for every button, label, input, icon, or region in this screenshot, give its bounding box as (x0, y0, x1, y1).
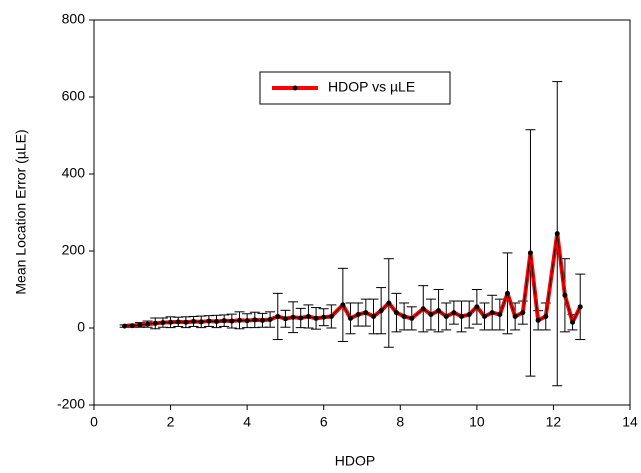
y-tick-label: 400 (62, 165, 86, 181)
data-point (378, 308, 384, 314)
data-point (160, 320, 166, 326)
data-point (328, 313, 334, 319)
data-point (409, 315, 415, 321)
data-point (298, 315, 304, 321)
x-tick-label: 0 (90, 414, 98, 430)
data-point (122, 323, 128, 329)
data-point (520, 310, 526, 316)
data-point (290, 314, 296, 320)
x-axis-label: HDOP (335, 453, 375, 469)
data-point (420, 306, 426, 312)
data-point (355, 312, 361, 318)
data-point (236, 317, 242, 323)
data-point (137, 322, 143, 328)
data-point (168, 319, 174, 325)
data-point (370, 313, 376, 319)
data-point (340, 302, 346, 308)
data-point (386, 300, 392, 306)
plot-frame (93, 19, 631, 406)
y-tick-label: 0 (77, 319, 85, 335)
data-point (497, 312, 503, 318)
data-point (482, 313, 488, 319)
data-point (206, 318, 212, 324)
data-point (183, 319, 189, 325)
legend-dot (292, 85, 298, 91)
data-point (252, 317, 258, 323)
data-point (229, 318, 235, 324)
data-point (436, 308, 442, 314)
data-point (152, 320, 158, 326)
data-point (221, 318, 227, 324)
data-point (244, 318, 250, 324)
y-tick-label: 600 (62, 88, 86, 104)
x-tick-label: 10 (469, 414, 485, 430)
data-point (527, 250, 533, 256)
x-tick-label: 6 (320, 414, 328, 430)
legend-box (259, 71, 451, 105)
x-tick-label: 2 (167, 414, 175, 430)
data-point (570, 319, 576, 325)
legend-label: HDOP vs µLE (328, 79, 415, 95)
data-point (466, 312, 472, 318)
data-point (504, 290, 510, 296)
x-tick-label: 8 (396, 414, 404, 430)
data-point (474, 304, 480, 310)
data-point (451, 310, 457, 316)
x-tick-label: 4 (243, 414, 251, 430)
x-tick-label: 12 (546, 414, 562, 430)
data-point (577, 304, 583, 310)
data-point (313, 315, 319, 321)
data-point (191, 318, 197, 324)
data-point (554, 231, 560, 237)
data-point (275, 313, 281, 319)
series-line (124, 231, 583, 329)
data-point (512, 313, 518, 319)
data-point (282, 316, 288, 322)
data-point (543, 313, 549, 319)
data-point (535, 317, 541, 323)
y-axis-label: Mean Location Error (µLE) (13, 129, 29, 294)
data-point (198, 319, 204, 325)
data-point (363, 310, 369, 316)
data-point (562, 292, 568, 298)
data-point (443, 313, 449, 319)
data-point (348, 315, 354, 321)
data-point (305, 313, 311, 319)
data-point (489, 310, 495, 316)
data-point (214, 318, 220, 324)
data-point (175, 319, 181, 325)
y-tick-label: 800 (62, 11, 86, 27)
data-point (259, 317, 265, 323)
data-point (401, 313, 407, 319)
data-point (145, 321, 151, 327)
data-point (129, 323, 135, 329)
data-point (428, 312, 434, 318)
data-point (393, 310, 399, 316)
x-tick-label: 14 (622, 414, 638, 430)
data-point (459, 313, 465, 319)
data-point (321, 314, 327, 320)
data-point (267, 317, 273, 323)
y-tick-label: 200 (62, 242, 86, 258)
y-tick-label: -200 (57, 396, 85, 412)
